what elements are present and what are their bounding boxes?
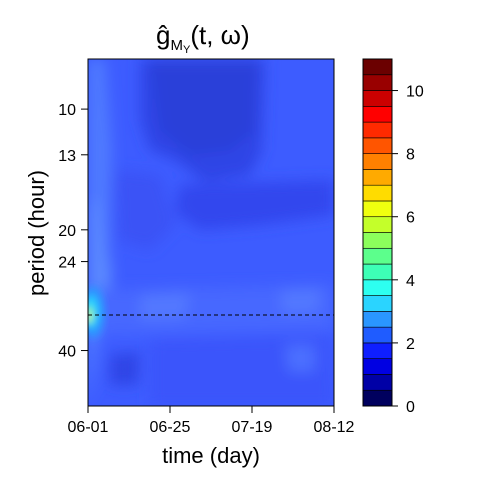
chart-title-args: (t, ω)	[190, 20, 249, 50]
colorbar-level	[362, 169, 393, 186]
x-axis-label: time (day)	[162, 443, 260, 468]
colorbar-level	[362, 216, 393, 233]
colorbar-level	[362, 326, 393, 344]
colorbar-level	[362, 342, 393, 359]
colorbar-level	[362, 263, 393, 281]
colorbar-axis: 0 2 4 6 8 10	[392, 84, 424, 416]
colorbar-tick-label: 6	[406, 210, 415, 227]
colorbar-level	[362, 137, 393, 154]
colorbar-level	[362, 184, 393, 202]
plot-frame	[87, 58, 335, 407]
y-tick-label: 20	[58, 223, 76, 240]
colorbar-level	[362, 295, 393, 312]
y-tick-label: 24	[58, 255, 76, 272]
colorbar-level	[362, 200, 393, 218]
colorbar-frame	[362, 58, 393, 407]
colorbar-level	[362, 58, 393, 76]
colorbar-level	[362, 121, 393, 139]
x-axis: 06-01 06-25 07-19 08-12	[68, 406, 355, 436]
y-tick-label: 40	[58, 344, 76, 361]
colorbar-tick-label: 8	[406, 147, 415, 164]
colorbar-tick-label: 2	[406, 336, 415, 353]
x-tick-label: 07-19	[232, 419, 273, 436]
x-tick-label: 06-01	[68, 419, 109, 436]
colorbar	[362, 58, 393, 407]
colorbar-level	[362, 358, 393, 375]
y-tick-label: 13	[58, 148, 76, 165]
y-axis: 10 13 20 24 40	[58, 102, 88, 361]
y-axis-label: period (hour)	[24, 170, 49, 296]
colorbar-level	[362, 232, 393, 249]
colorbar-tick-label: 0	[406, 399, 415, 416]
colorbar-level	[362, 106, 393, 123]
colorbar-level	[362, 389, 393, 407]
colorbar-level	[362, 374, 393, 391]
x-tick-label: 06-25	[150, 419, 191, 436]
colorbar-tick-label: 10	[406, 84, 424, 101]
colorbar-level	[362, 247, 393, 265]
colorbar-level	[362, 74, 393, 91]
chart-title-subscript: M	[170, 37, 183, 54]
heatmap-field	[88, 59, 334, 406]
y-tick-label: 10	[58, 102, 76, 119]
colorbar-level	[362, 90, 393, 107]
chart-title: ĝMY(t, ω)	[156, 20, 250, 56]
colorbar-level	[362, 311, 393, 328]
colorbar-tick-label: 4	[406, 273, 415, 290]
chart-title-subscript-2: Y	[183, 44, 191, 56]
x-tick-label: 08-12	[314, 419, 355, 436]
colorbar-level	[362, 153, 393, 170]
colorbar-level	[362, 279, 393, 296]
